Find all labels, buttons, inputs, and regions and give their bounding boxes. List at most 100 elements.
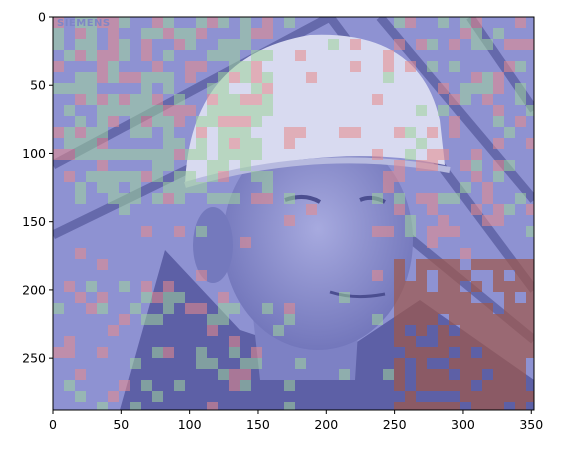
mask-tile <box>163 138 174 149</box>
mask-tile <box>471 72 482 83</box>
mask-tile <box>416 193 427 204</box>
mask-tile <box>449 116 460 127</box>
mask-tile <box>163 149 174 160</box>
mask-tile <box>438 347 449 358</box>
mask-tile <box>229 127 240 138</box>
y-tick-label: 100 <box>22 146 46 161</box>
mask-tile <box>97 160 108 171</box>
mask-tile <box>416 402 427 413</box>
mask-tile <box>471 303 482 314</box>
mask-tile <box>75 391 86 402</box>
mask-tile <box>427 292 438 303</box>
mask-tile <box>130 171 141 182</box>
mask-tile <box>383 61 394 72</box>
mask-tile <box>207 314 218 325</box>
mask-tile <box>383 72 394 83</box>
mask-tile <box>427 369 438 380</box>
mask-tile <box>460 248 471 259</box>
mask-tile <box>427 226 438 237</box>
mask-tile <box>141 127 152 138</box>
mask-tile <box>471 325 482 336</box>
mask-tile <box>416 369 427 380</box>
mask-tile <box>394 325 405 336</box>
mask-tile <box>185 303 196 314</box>
mask-tile <box>130 94 141 105</box>
mask-tile <box>493 380 504 391</box>
mask-tile <box>405 347 416 358</box>
mask-tile <box>383 226 394 237</box>
mask-tile <box>185 105 196 116</box>
mask-tile <box>75 94 86 105</box>
mask-tile <box>284 17 295 28</box>
mask-tile <box>251 83 262 94</box>
mask-tile <box>515 347 526 358</box>
mask-tile <box>427 314 438 325</box>
mask-tile <box>493 281 504 292</box>
mask-tile <box>460 369 471 380</box>
mask-tile <box>394 127 405 138</box>
mask-tile <box>449 314 460 325</box>
mask-tile <box>460 336 471 347</box>
mask-tile <box>394 160 405 171</box>
mask-tile <box>152 193 163 204</box>
mask-tile <box>438 402 449 413</box>
mask-tile <box>163 17 174 28</box>
mask-tile <box>86 149 97 160</box>
mask-tile <box>405 281 416 292</box>
mask-tile <box>405 226 416 237</box>
mask-tile <box>196 17 207 28</box>
mask-tile <box>350 39 361 50</box>
mask-tile <box>108 193 119 204</box>
mask-tile <box>174 226 185 237</box>
mask-tile <box>427 402 438 413</box>
mask-tile <box>405 303 416 314</box>
mask-tile <box>482 380 493 391</box>
mask-tile <box>372 226 383 237</box>
mask-tile <box>405 215 416 226</box>
mask-tile <box>196 149 207 160</box>
mask-tile <box>438 380 449 391</box>
mask-tile <box>119 72 130 83</box>
mask-tile <box>119 17 130 28</box>
mask-tile <box>504 39 515 50</box>
mask-tile <box>108 116 119 127</box>
mask-tile <box>152 171 163 182</box>
mask-tile <box>471 83 482 94</box>
mask-tile <box>218 314 229 325</box>
mask-tile <box>427 61 438 72</box>
mask-tile <box>207 105 218 116</box>
mask-tile <box>75 116 86 127</box>
mask-tile <box>174 149 185 160</box>
mask-tile <box>86 171 97 182</box>
mask-tile <box>416 270 427 281</box>
mask-tile <box>152 94 163 105</box>
mask-tile <box>64 336 75 347</box>
mask-tile <box>207 171 218 182</box>
mask-tile <box>163 105 174 116</box>
mask-tile <box>383 369 394 380</box>
mask-tile <box>405 336 416 347</box>
mask-tile <box>163 83 174 94</box>
mask-tile <box>372 270 383 281</box>
mask-tile <box>394 336 405 347</box>
mask-tile <box>504 160 515 171</box>
x-tick-label: 350 <box>519 417 543 432</box>
mask-tile <box>207 50 218 61</box>
mask-tile <box>218 193 229 204</box>
mask-tile <box>229 50 240 61</box>
mask-tile <box>383 182 394 193</box>
mask-tile <box>504 314 515 325</box>
mask-tile <box>97 116 108 127</box>
mask-tile <box>504 281 515 292</box>
mask-tile <box>185 39 196 50</box>
mask-tile <box>196 61 207 72</box>
mask-tile <box>229 105 240 116</box>
mask-tile <box>218 127 229 138</box>
mask-tile <box>526 270 537 281</box>
mask-tile <box>119 105 130 116</box>
mask-tile <box>108 105 119 116</box>
mask-tile <box>372 94 383 105</box>
mask-tile <box>130 127 141 138</box>
mask-tile <box>262 94 273 105</box>
